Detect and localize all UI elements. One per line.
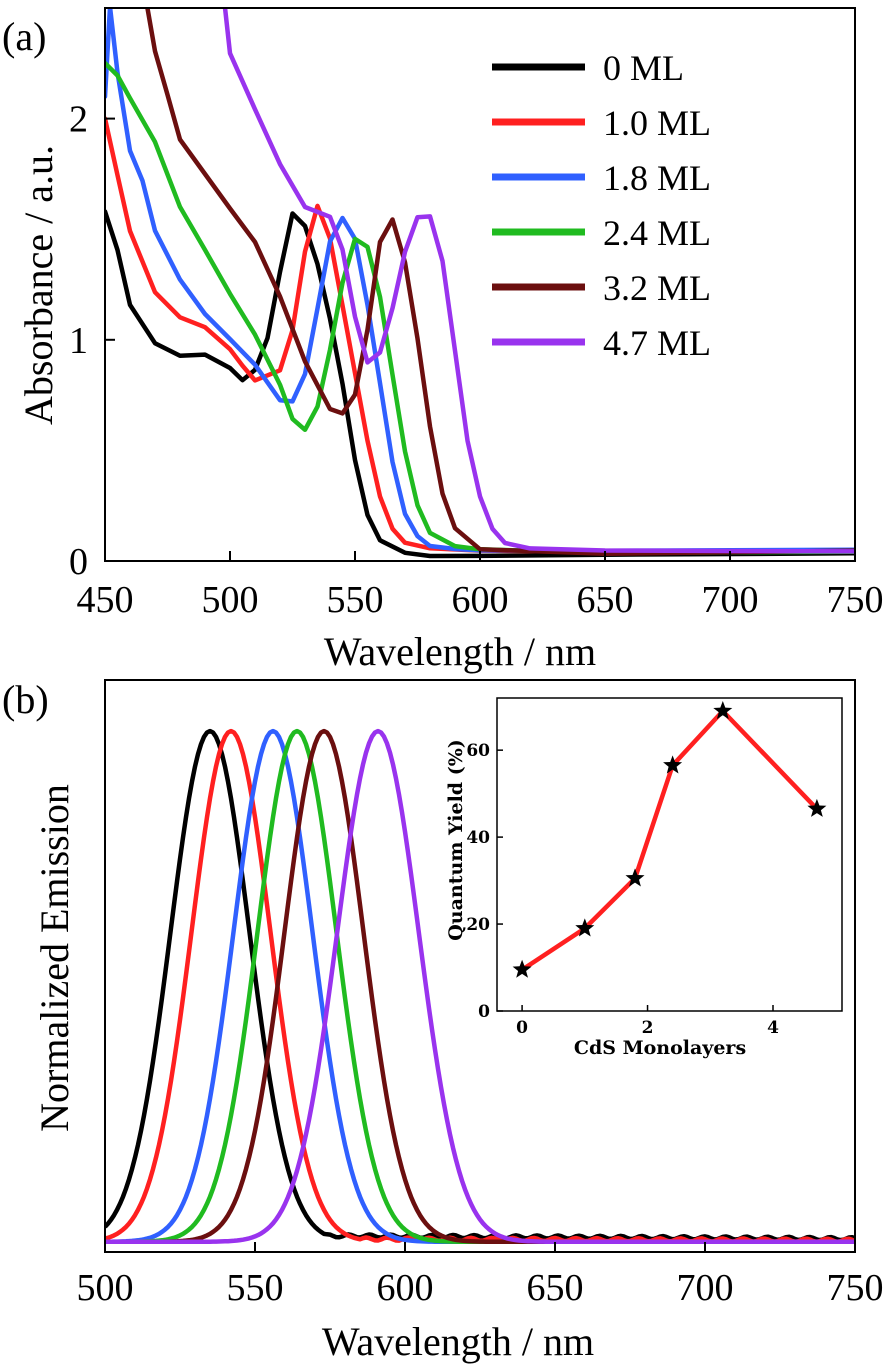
panel-a-series-line-2-4-ml [105,60,855,556]
panel-b-curves [105,728,855,1245]
panel-b-emission-chart: (b) 500 550 600 650 700 750 Normalized Emissi… [2,677,884,1364]
panel-b-series-line-0-ml [105,728,855,1243]
inset-connecting-line [520,708,819,972]
panel-a-curves [105,8,855,559]
panel-b-x-tick-label: 700 [677,1267,734,1309]
panel-b-series-line-4-7-ml [105,728,855,1245]
panel-a-x-tick-label: 450 [77,579,134,621]
inset-x-tick-label: 0 [516,1018,528,1038]
inset-plot-frame [496,697,843,1012]
panel-a-series-line-0-ml [105,209,855,559]
panel-b-x-axis-title: Wavelength / nm [322,1319,594,1364]
panel-a-x-tick-label: 550 [327,579,384,621]
panel-a-series-line-3-2-ml [145,8,855,557]
inset-data-point-star [512,959,532,978]
panel-a-y-tick-label: 0 [69,541,88,583]
panel-b-label: (b) [2,677,49,722]
inset-background [497,698,842,1011]
panel-a-ticks: 450 500 550 600 650 700 750 0 1 2 [69,99,884,621]
panel-a-y-tick-label: 2 [69,99,88,141]
panel-a-series-line-1-8-ml [105,8,855,554]
inset-data-point-star [807,798,827,817]
panel-a-x-tick-label: 750 [827,579,884,621]
panel-b-y-axis-title: Normalized Emission [32,784,77,1132]
legend-label-2-4-ml: 2.4 ML [603,213,711,253]
panel-a-plot-frame [104,7,856,562]
panel-a-series-line-4-7-ml [222,8,855,554]
panel-a-x-axis-title: Wavelength / nm [324,629,596,674]
legend-label-1-0-ml: 1.0 ML [603,103,711,143]
panel-b-x-tick-label: 650 [527,1267,584,1309]
panel-a-legend: 0 ML 1.0 ML 1.8 ML 2.4 ML 3.2 ML 4.7 ML [492,48,711,363]
inset-x-axis-title: CdS Monolayers [574,1037,746,1059]
panel-b-x-tick-label: 600 [377,1267,434,1309]
legend-label-4-7-ml: 4.7 ML [603,323,711,363]
inset-curves [512,701,827,978]
legend-label-3-2-ml: 3.2 ML [603,268,711,308]
inset-data-point-star [575,918,595,937]
panel-a-x-tick-label: 700 [702,579,759,621]
inset-y-tick-label: 20 [466,915,490,935]
panel-a-absorbance-chart: (a) 450 500 550 600 650 700 750 0 1 2 Absorbance … [2,7,884,674]
inset-y-tick-label: 0 [478,1002,490,1022]
inset-y-tick-label: 60 [466,741,490,761]
panel-b-ticks: 500 550 600 650 700 750 [77,1242,884,1309]
inset-x-tick-label: 2 [642,1018,654,1038]
inset-data-point-star [663,755,683,774]
legend-label-1-8-ml: 1.8 ML [603,158,711,198]
inset-y-tick-label: 40 [466,828,490,848]
inset-data-point-star [713,701,733,720]
legend-label-0-ml: 0 ML [603,48,684,88]
inset-x-tick-label: 4 [767,1018,779,1038]
panel-b-x-tick-label: 500 [77,1267,134,1309]
panel-a-series-line-1-0-ml [105,116,855,554]
panel-a-x-tick-label: 600 [452,579,509,621]
panel-a-x-tick-label: 650 [577,579,634,621]
panel-b-x-tick-label: 750 [827,1267,884,1309]
panel-b-plot-frame [104,679,856,1253]
inset-y-axis-title: Quantum Yield (%) [445,739,467,941]
panel-a-x-tick-label: 500 [202,579,259,621]
panel-a-y-axis-title: Absorbance / a.u. [16,145,61,425]
inset-data-point-star [625,868,645,887]
panel-b-x-tick-label: 550 [227,1267,284,1309]
panel-a-y-tick-label: 1 [69,320,88,362]
panel-a-label: (a) [2,14,46,59]
